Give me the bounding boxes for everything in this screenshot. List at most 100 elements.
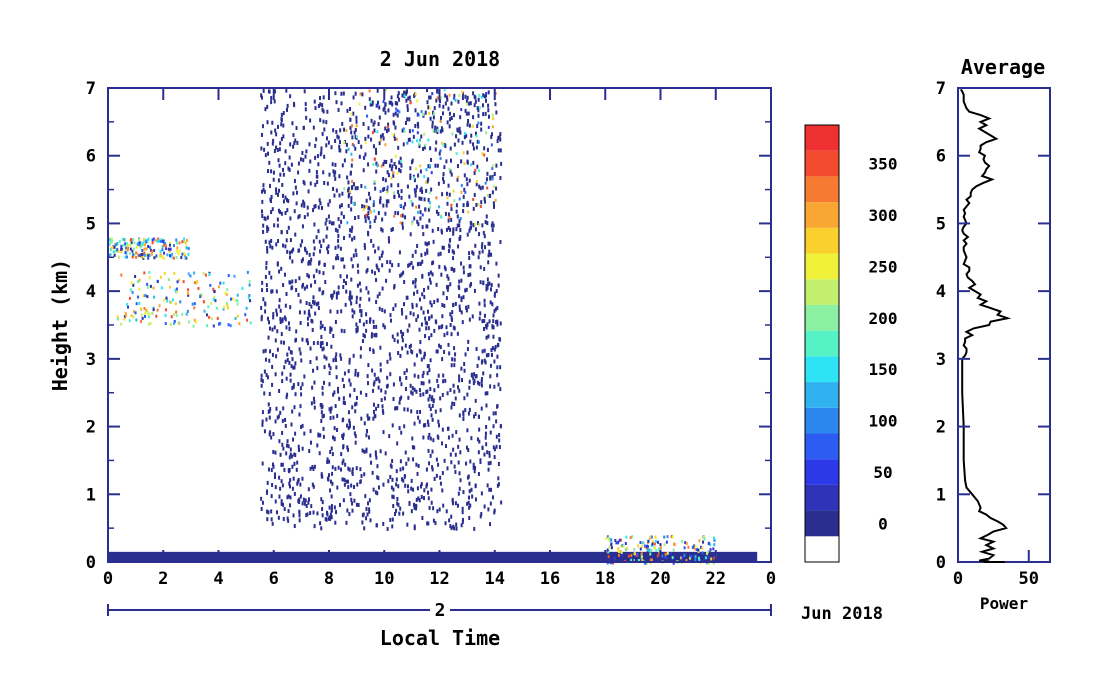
- heatmap-cell: [440, 215, 443, 219]
- heatmap-cell: [326, 457, 329, 462]
- heatmap-cell: [439, 116, 442, 121]
- heatmap-cell: [346, 508, 349, 513]
- heatmap-cell: [285, 88, 288, 93]
- heatmap-cell: [462, 265, 465, 270]
- heatmap-cell: [487, 334, 490, 339]
- heatmap-cell: [491, 324, 494, 329]
- heatmap-cell: [622, 544, 625, 548]
- heatmap-cell: [312, 274, 315, 279]
- heatmap-cell: [405, 375, 408, 380]
- heatmap-cell: [414, 193, 417, 198]
- heatmap-cell: [404, 215, 407, 220]
- heatmap-cell: [474, 131, 477, 136]
- heatmap-cell: [375, 277, 378, 282]
- heatmap-cell: [396, 101, 399, 106]
- heatmap-cell: [428, 111, 431, 115]
- heatmap-cell: [281, 442, 284, 447]
- heatmap-cell: [156, 308, 159, 312]
- heatmap-cell: [399, 467, 402, 472]
- heatmap-cell: [113, 253, 116, 257]
- heatmap-cell: [467, 210, 470, 214]
- heatmap-cell: [330, 446, 333, 451]
- heatmap-cell: [160, 239, 163, 243]
- heatmap-cell: [406, 295, 409, 300]
- heatmap-cell: [353, 431, 356, 436]
- heatmap-cell: [382, 430, 385, 435]
- heatmap-cell: [398, 250, 401, 255]
- heatmap-cell: [294, 392, 297, 397]
- heatmap-cell: [437, 435, 440, 440]
- heatmap-cell: [320, 334, 323, 339]
- heatmap-cell: [490, 283, 493, 288]
- heatmap-cell: [217, 322, 220, 326]
- heatmap-cell: [420, 306, 423, 311]
- heatmap-cell: [480, 200, 483, 205]
- heatmap-cell: [311, 327, 314, 332]
- heatmap-cell: [470, 221, 473, 226]
- heatmap-cell: [480, 360, 483, 365]
- heatmap-cell: [484, 391, 487, 396]
- heatmap-cell: [681, 539, 684, 543]
- heatmap-cell: [487, 253, 490, 258]
- y-tick-label: 6: [86, 147, 96, 167]
- heatmap-cell: [334, 245, 337, 250]
- heatmap-cell: [146, 295, 149, 299]
- heatmap-cell: [415, 303, 418, 308]
- heatmap-cell: [440, 230, 443, 235]
- heatmap-cell: [408, 194, 411, 199]
- heatmap-cell: [391, 494, 394, 499]
- heatmap-cell: [280, 462, 283, 467]
- heatmap-cell: [286, 392, 289, 397]
- heatmap-cell: [394, 303, 397, 308]
- heatmap-cell: [162, 257, 165, 261]
- heatmap-cell: [359, 354, 362, 359]
- heatmap-cell: [454, 301, 457, 306]
- heatmap-cell: [268, 240, 271, 245]
- heatmap-cell: [289, 447, 292, 452]
- heatmap-cell: [380, 253, 383, 258]
- heatmap-cell: [409, 311, 412, 316]
- heatmap-cell: [266, 225, 269, 230]
- heatmap-cell: [456, 177, 459, 182]
- heatmap-cell: [435, 196, 438, 200]
- heatmap-cell: [339, 502, 342, 507]
- heatmap-cell: [354, 372, 357, 377]
- heatmap-cell: [310, 504, 313, 509]
- heatmap-cell: [468, 505, 471, 510]
- heatmap-cell: [436, 130, 439, 135]
- heatmap-cell: [401, 346, 404, 351]
- heatmap-cell: [367, 230, 370, 235]
- heatmap-cell: [406, 117, 409, 122]
- heatmap-cell: [321, 131, 324, 136]
- heatmap-cell: [443, 88, 446, 92]
- heatmap-cell: [262, 223, 265, 228]
- heatmap-cell: [306, 273, 309, 278]
- heatmap-cell: [124, 247, 127, 251]
- heatmap-cell: [420, 482, 423, 487]
- heatmap-cell: [279, 452, 282, 457]
- heatmap-cell: [301, 239, 304, 244]
- heatmap-cell: [475, 346, 478, 351]
- heatmap-cell: [148, 312, 151, 316]
- heatmap-cell: [308, 168, 311, 173]
- heatmap-cell: [390, 183, 393, 188]
- heatmap-cell: [386, 375, 389, 380]
- heatmap-cell: [262, 187, 265, 192]
- heatmap-cell: [261, 280, 264, 285]
- heatmap-cell: [320, 472, 323, 477]
- heatmap-cell: [398, 426, 401, 431]
- heatmap-cell: [276, 217, 279, 222]
- heatmap-cell: [187, 247, 190, 251]
- heatmap-cell: [441, 303, 444, 308]
- heatmap-cell: [349, 393, 352, 398]
- heatmap-cell: [351, 237, 354, 242]
- heatmap-cell: [463, 362, 466, 367]
- heatmap-cell: [429, 358, 432, 363]
- heatmap-cell: [365, 312, 368, 317]
- heatmap-cell: [444, 444, 447, 449]
- heatmap-cell: [279, 320, 282, 325]
- heatmap-cell: [148, 322, 151, 326]
- heatmap-cell: [362, 168, 365, 173]
- heatmap-cell: [288, 484, 291, 489]
